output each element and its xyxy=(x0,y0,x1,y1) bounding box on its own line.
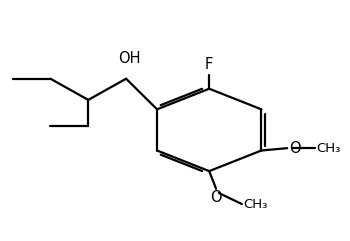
Text: OH: OH xyxy=(118,51,141,66)
Text: O: O xyxy=(210,190,222,205)
Text: CH₃: CH₃ xyxy=(316,142,341,155)
Text: O: O xyxy=(289,141,301,156)
Text: F: F xyxy=(205,57,214,72)
Text: CH₃: CH₃ xyxy=(244,198,268,211)
